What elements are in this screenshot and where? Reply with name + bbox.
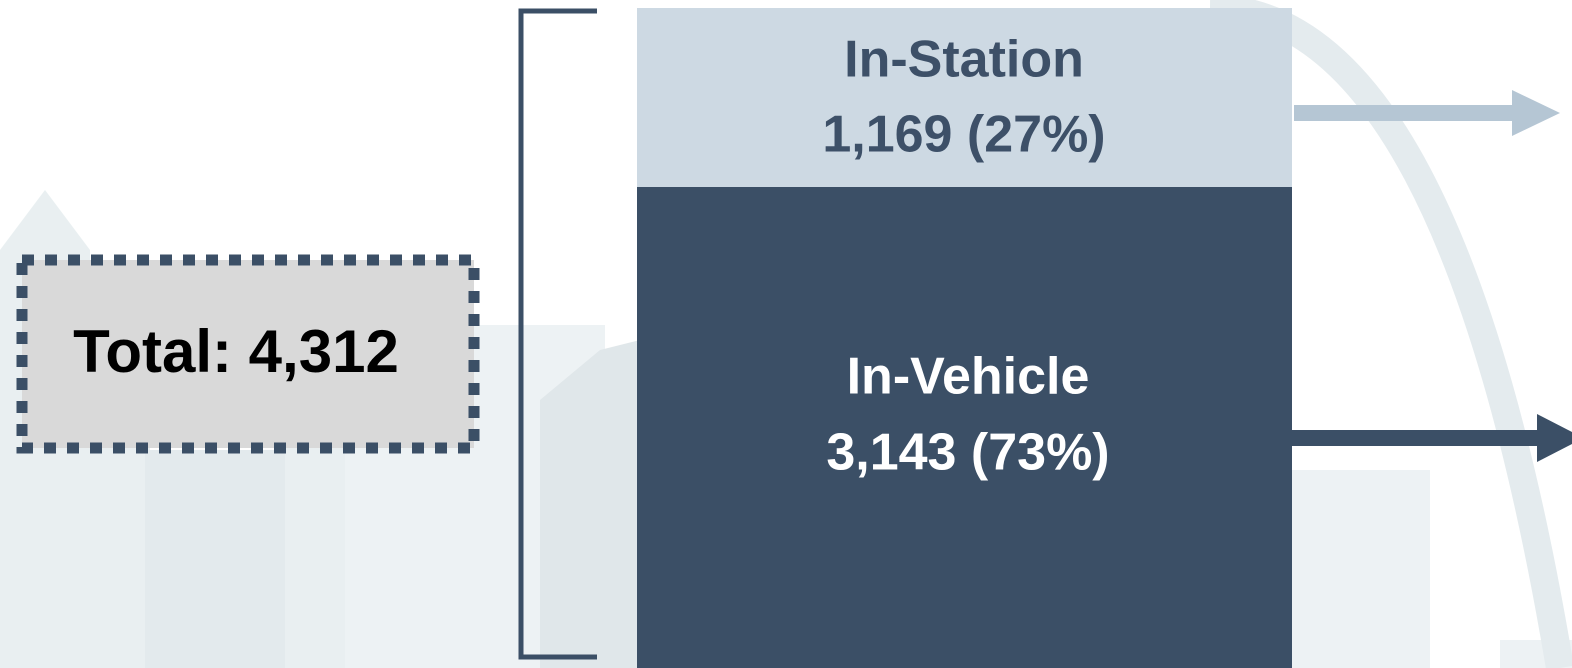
segment-value: 3,143 (73%) — [826, 424, 1109, 482]
background-skyline — [0, 190, 1572, 668]
in-vehicle-box — [637, 187, 1292, 668]
bracket — [518, 8, 597, 660]
total-box — [16, 254, 480, 454]
segment-label: In-Vehicle — [847, 348, 1090, 406]
arrow — [1292, 414, 1572, 462]
total-label: Total: 4,312 — [73, 318, 399, 385]
in-station-box — [637, 8, 1292, 187]
segment-value: 1,169 (27%) — [822, 106, 1105, 164]
arrow — [1294, 90, 1560, 136]
segment-label: In-Station — [844, 31, 1084, 89]
